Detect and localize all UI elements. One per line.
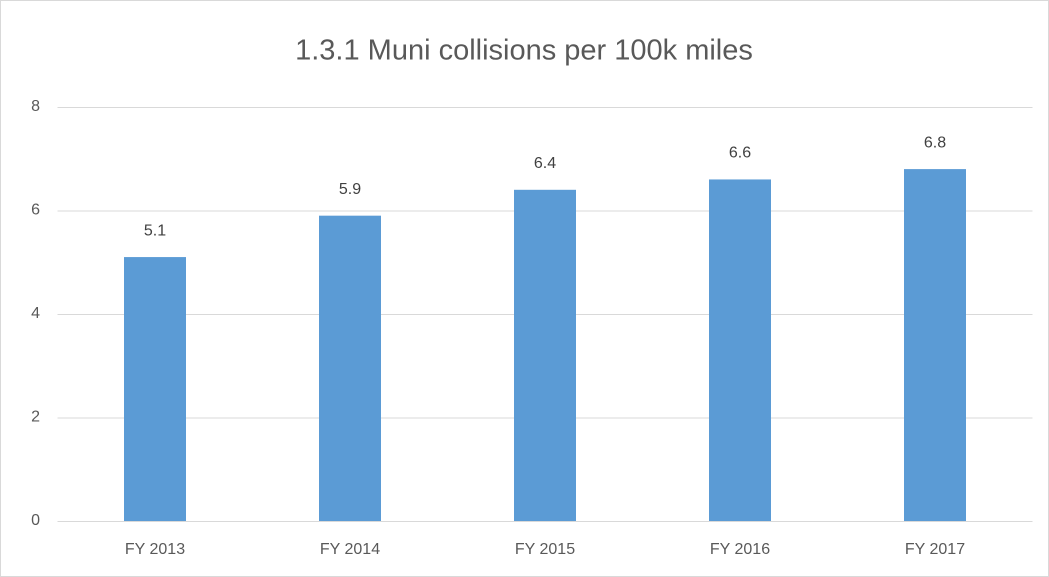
- chart-title: 1.3.1 Muni collisions per 100k miles: [295, 35, 753, 67]
- y-tick-label: 2: [31, 409, 40, 426]
- bar: [709, 179, 771, 521]
- y-tick-label: 6: [31, 202, 40, 219]
- x-tick-label: FY 2013: [125, 541, 185, 558]
- x-tick-label: FY 2017: [905, 541, 965, 558]
- x-tick-label: FY 2016: [710, 541, 770, 558]
- y-tick-label: 4: [31, 305, 40, 322]
- data-label: 6.4: [534, 155, 556, 172]
- bar: [904, 169, 966, 521]
- data-label: 5.9: [339, 181, 361, 198]
- bar: [319, 215, 381, 522]
- data-label: 6.8: [924, 134, 946, 151]
- y-tick-label: 0: [31, 512, 40, 529]
- x-tick-label: FY 2015: [515, 541, 575, 558]
- data-label: 6.6: [729, 145, 751, 162]
- y-tick-label: 8: [31, 98, 40, 115]
- data-label: 5.1: [144, 222, 166, 239]
- bar: [124, 257, 186, 521]
- bar: [514, 189, 576, 522]
- x-tick-label: FY 2014: [320, 541, 380, 558]
